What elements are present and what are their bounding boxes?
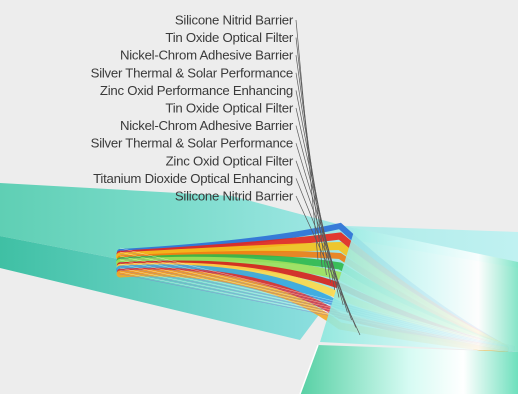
leader-lines <box>295 19 361 336</box>
layer-label: Titanium Dioxide Optical Enhancing <box>93 171 293 186</box>
leader-line <box>295 195 361 336</box>
layer-label: Silver Thermal & Solar Performance <box>91 65 293 80</box>
layer-label: Tin Oxide Optical Filter <box>165 30 293 45</box>
sheet-edge <box>299 344 319 394</box>
layer-label: Nickel-Chrom Adhesive Barrier <box>120 118 294 133</box>
bottom-sheet <box>300 345 518 394</box>
layer-label: Zinc Oxid Optical Filter <box>166 153 294 168</box>
layer-label: Silver Thermal & Solar Performance <box>91 136 293 151</box>
layer-label: Silicone Nitrid Barrier <box>175 189 294 204</box>
layer-label: Zinc Oxid Performance Enhancing <box>100 83 293 98</box>
leader-line <box>295 90 336 291</box>
leader-line <box>295 178 357 328</box>
layer-label: Nickel-Chrom Adhesive Barrier <box>120 48 294 63</box>
leader-line <box>295 125 344 306</box>
layer-label: Tin Oxide Optical Filter <box>165 101 293 116</box>
leader-line <box>295 107 340 298</box>
layer-labels: Silicone Nitrid Barrier Tin Oxide Optical… <box>91 13 294 204</box>
layer-label: Silicone Nitrid Barrier <box>175 13 294 28</box>
left-sheet-front <box>0 236 330 340</box>
right-sheet <box>320 228 518 352</box>
